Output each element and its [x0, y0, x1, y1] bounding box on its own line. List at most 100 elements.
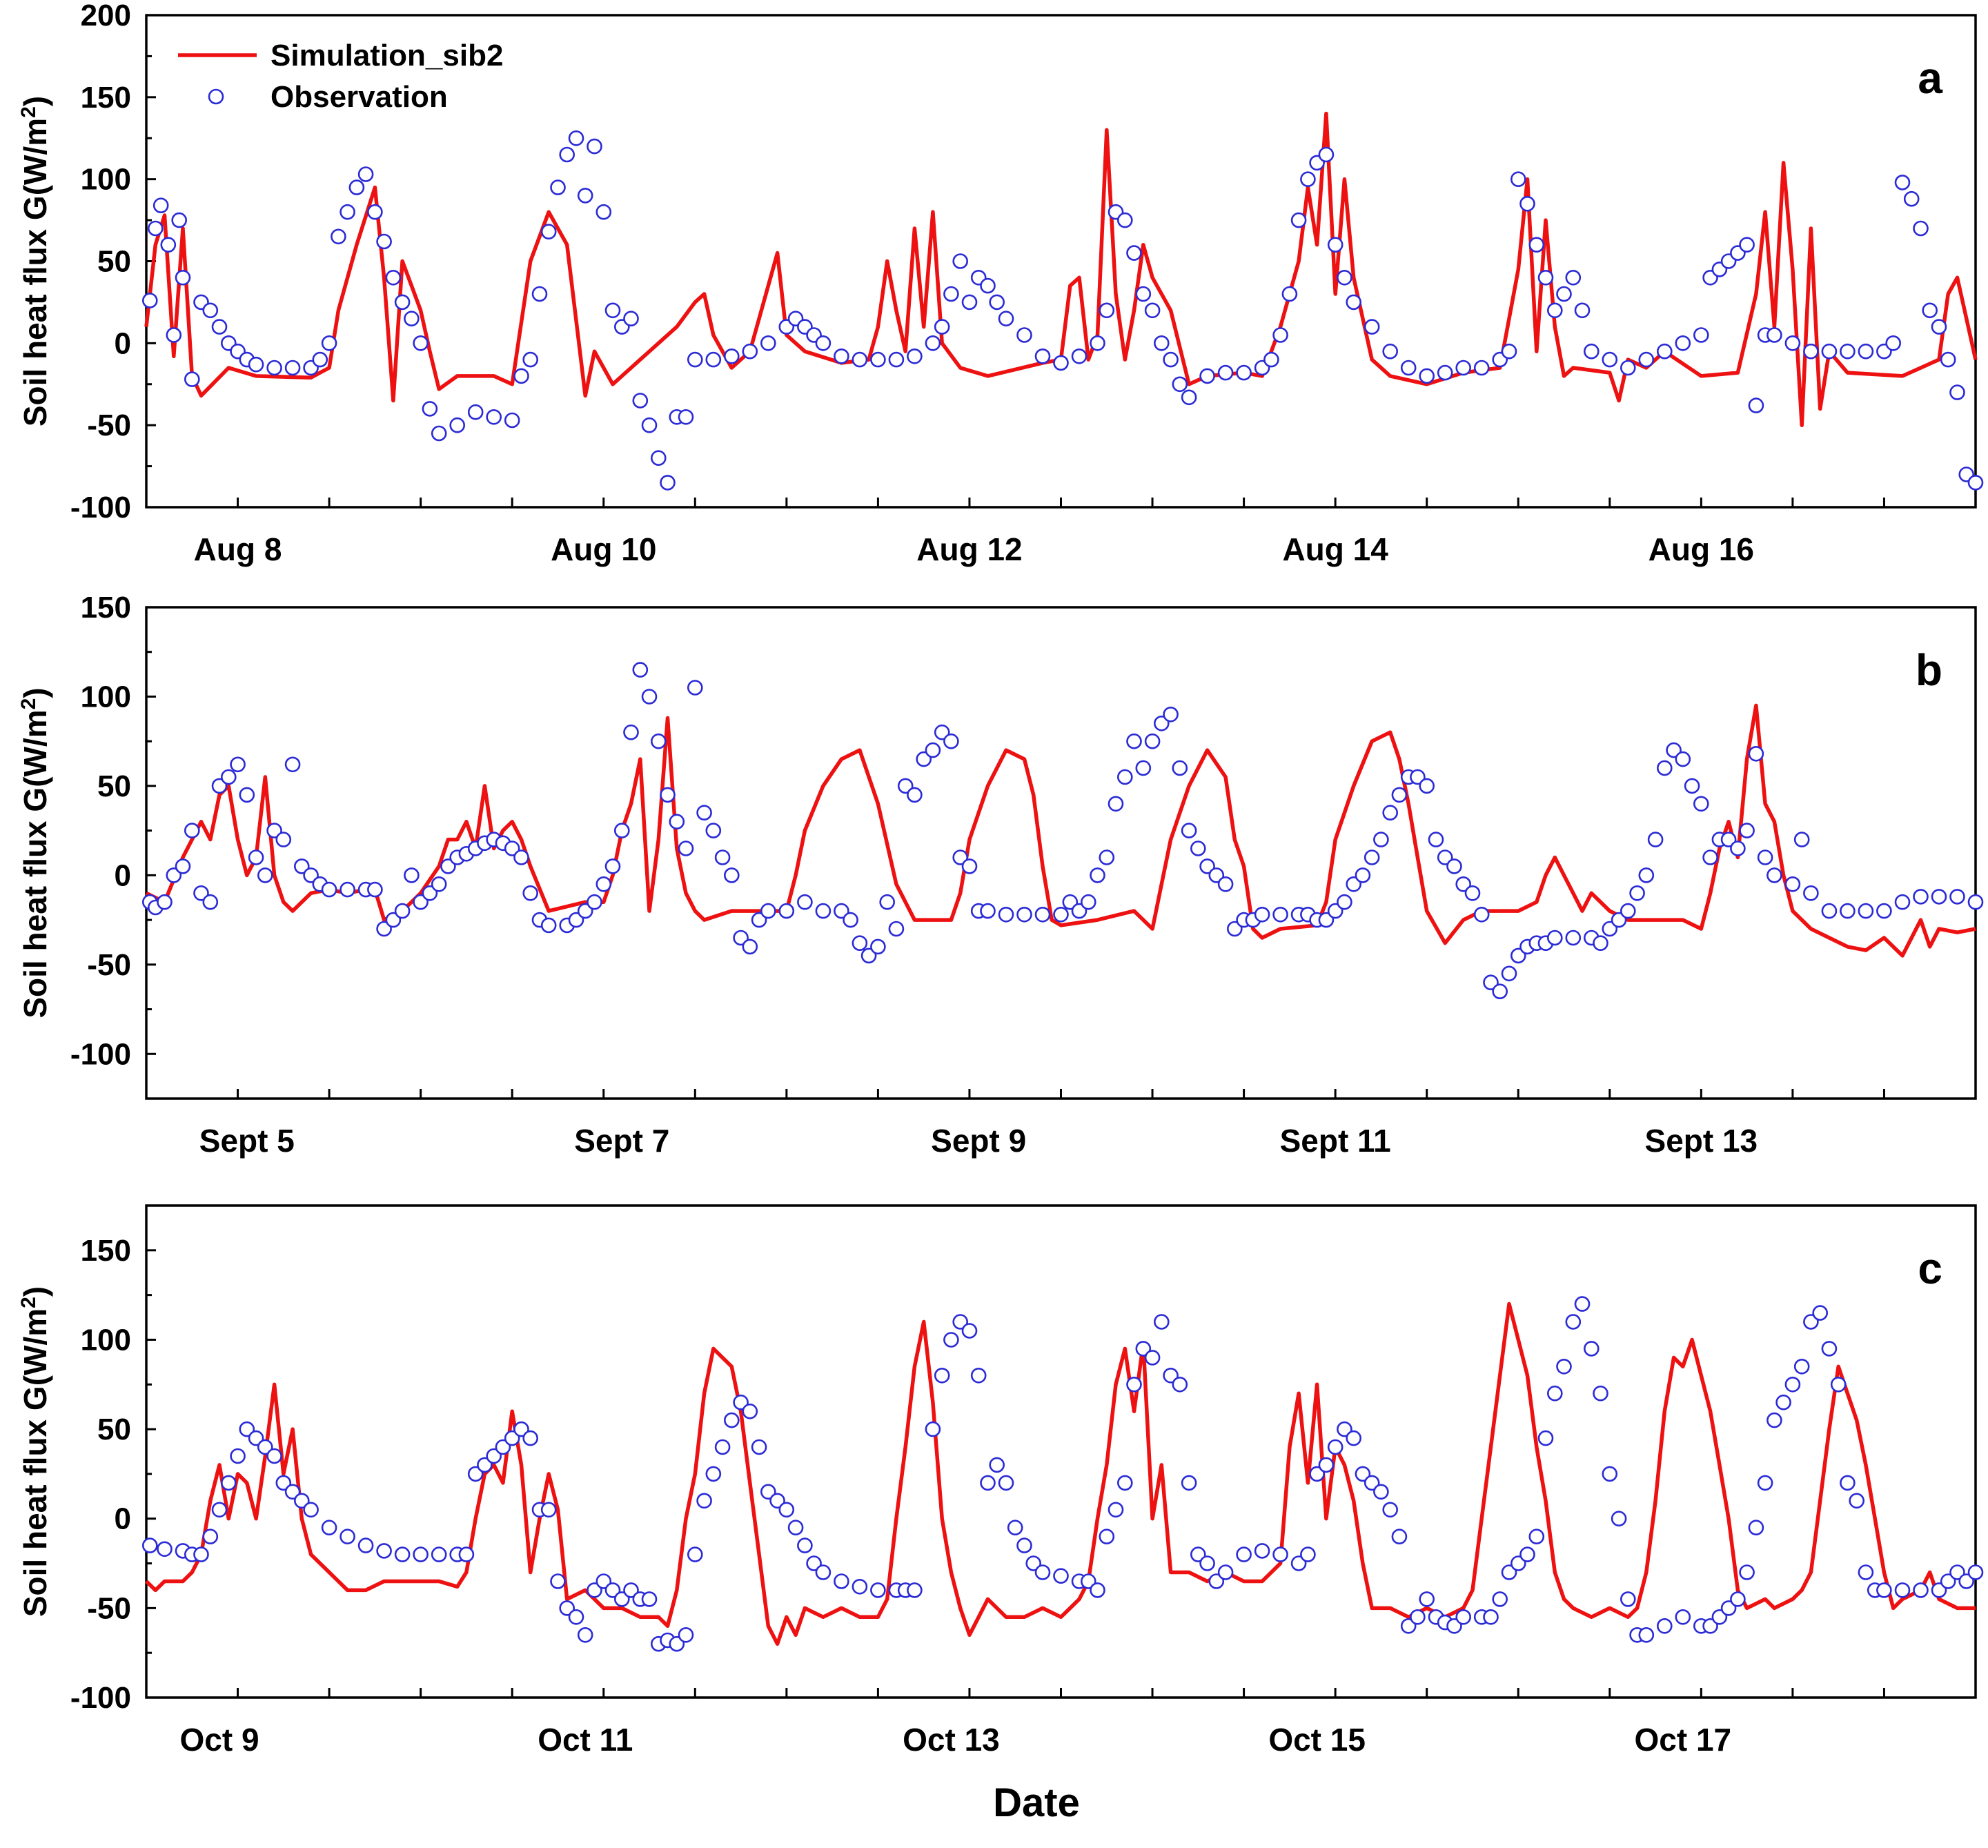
x-date-label: Sept 5 [199, 1123, 295, 1159]
observation-point [1034, 907, 1051, 923]
observation-point [660, 475, 676, 491]
observation-point [357, 166, 374, 182]
simulation-line [145, 703, 1976, 958]
observation-point [1940, 1573, 1956, 1589]
observation-point [504, 841, 520, 856]
observation-point [1217, 876, 1234, 892]
observation-point [152, 197, 169, 214]
observation-point [650, 733, 667, 749]
y-tick-label: 50 [97, 245, 131, 279]
observation-point [142, 293, 158, 308]
observation-point [1391, 1528, 1408, 1544]
y-tick-label: 100 [81, 680, 131, 714]
observation-point [1410, 1609, 1426, 1625]
observation-point [916, 751, 932, 767]
observation-point [1537, 269, 1554, 286]
observation-point [1784, 876, 1801, 892]
observation-point [1300, 171, 1316, 188]
observation-point [1675, 335, 1691, 351]
observation-point [1272, 1546, 1288, 1562]
observation-point [998, 1475, 1014, 1491]
observation-point [266, 360, 282, 376]
observation-point [1163, 1368, 1179, 1384]
observation-point [1675, 751, 1691, 767]
observation-point [184, 823, 200, 838]
observation-point [641, 417, 658, 433]
observation-point [1208, 867, 1225, 883]
observation-point [1135, 286, 1152, 302]
observation-point [1940, 351, 1956, 368]
panel-c: -100 -50 0 50 100 150 Oct 9 Oct 11 Oct 13 Oct 15 O… [17, 1204, 1984, 1758]
y-tick-label: -100 [70, 1681, 131, 1715]
observation-point [1666, 742, 1682, 758]
observation-point [1126, 1377, 1142, 1393]
observation-point [1702, 849, 1718, 865]
observation-point [413, 335, 429, 351]
observation-point [660, 787, 676, 803]
x-axis-title: Date [993, 1780, 1080, 1825]
observation-point [559, 146, 575, 163]
observation-point [596, 876, 612, 892]
observation-point [806, 1555, 822, 1571]
observation-point [522, 1430, 539, 1446]
observation-point [1547, 1385, 1563, 1402]
y-tick-label: 200 [81, 0, 131, 32]
observation-point [1647, 832, 1664, 847]
observation-point [1803, 343, 1819, 360]
observation-point [1849, 1493, 1864, 1509]
observation-point [1117, 769, 1133, 785]
observation-point [1272, 327, 1288, 343]
observation-point [980, 277, 996, 294]
observation-point [1346, 876, 1361, 892]
observation-point [202, 1528, 219, 1544]
observation-point [431, 876, 447, 892]
observation-point [422, 401, 438, 417]
observation-point [1053, 355, 1069, 371]
observation-point [1876, 903, 1892, 919]
observation-point [1373, 1484, 1389, 1500]
y-axis-title-superscript: 2 [17, 1297, 40, 1308]
observation-point [1081, 894, 1096, 910]
observation-point [613, 823, 630, 838]
observation-point [632, 393, 649, 409]
observation-point [1501, 1564, 1517, 1580]
observation-point [1565, 1314, 1582, 1330]
observation-point [1318, 912, 1335, 928]
observation-point [1327, 903, 1344, 919]
observation-point [1337, 1421, 1352, 1437]
y-axis-title-close: ) [17, 96, 53, 106]
observation-point [1748, 746, 1764, 762]
observation-point [1290, 212, 1307, 228]
observation-point [1473, 360, 1490, 376]
observation-point [577, 903, 593, 919]
y-tick-label: 0 [115, 326, 131, 360]
y-axis-title-main: Soil heat flux G(W/m [17, 1308, 53, 1617]
y-tick-label: 0 [115, 1502, 131, 1536]
observation-point [1281, 286, 1298, 302]
observation-point [888, 351, 905, 368]
observation-point [257, 1439, 273, 1455]
observation-point [1163, 707, 1179, 723]
observation-point [1611, 912, 1627, 928]
observation-point [211, 778, 228, 794]
observation-point [587, 1582, 602, 1598]
observation-point [1775, 1394, 1791, 1410]
observation-point [568, 130, 584, 146]
observation-point [266, 1448, 282, 1464]
observation-point [778, 903, 795, 919]
observation-point [596, 1573, 612, 1589]
observation-point [1602, 351, 1618, 368]
observation-point [1593, 1385, 1608, 1402]
observation-point [284, 360, 301, 376]
observation-point [1337, 269, 1352, 286]
x-date-label: Aug 10 [551, 531, 656, 567]
observation-point [989, 1457, 1005, 1473]
observation-point [952, 1314, 968, 1330]
observation-point [1373, 832, 1389, 847]
observation-point [1025, 1555, 1041, 1571]
observation-point [1254, 1543, 1270, 1559]
observation-point [1675, 1609, 1691, 1625]
observation-point [596, 204, 612, 220]
observation-point [1290, 1555, 1307, 1571]
observation-point [1711, 1609, 1728, 1625]
